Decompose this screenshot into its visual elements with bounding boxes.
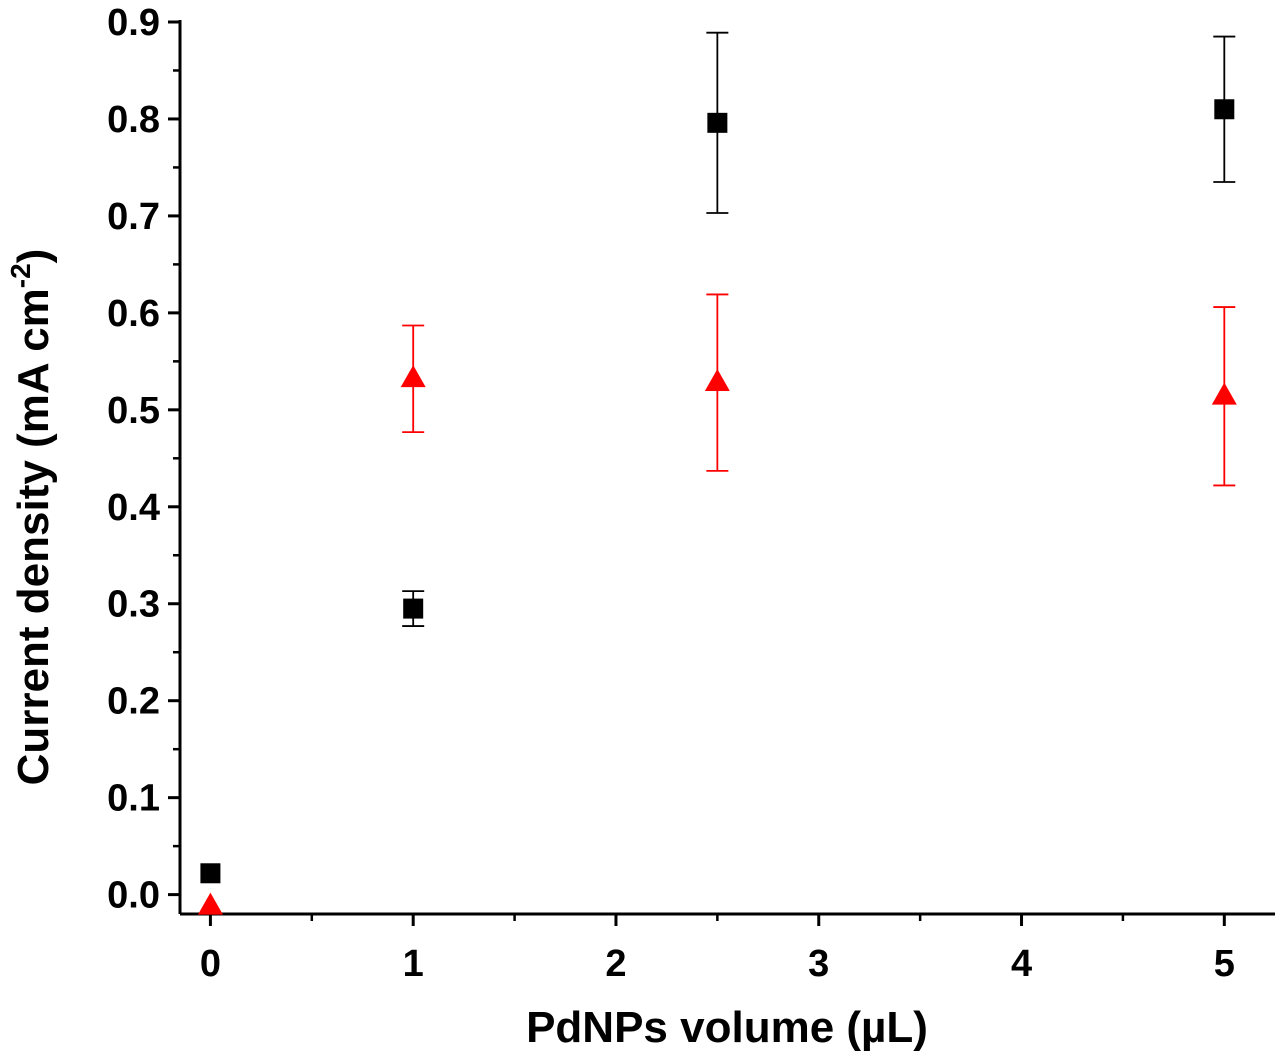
y-tick-label: 0.6 [107, 293, 160, 335]
error-bars [402, 31, 1236, 627]
y-tick-label: 0.3 [107, 584, 160, 626]
y-axis-title-superscript: -2 [5, 263, 36, 288]
y-tick-label: 0.1 [107, 778, 160, 820]
y-axis-title-close: ) [9, 249, 58, 264]
x-tick-label: 4 [1011, 943, 1032, 985]
x-tick-label: 5 [1214, 943, 1235, 985]
y-axis-title-main: Current density (mA cm [9, 288, 58, 785]
data-points [197, 99, 1237, 915]
y-tick-label: 0.2 [107, 681, 160, 723]
square-point [707, 112, 728, 133]
y-tick-label: 0.7 [107, 196, 160, 238]
y-tick-label: 0.4 [107, 487, 160, 529]
y-tick-label: 0.5 [107, 390, 160, 432]
x-axis-title: PdNPs volume (µL) [526, 1003, 928, 1052]
ticks: 0.0 0.1 0.2 0.3 0.4 0.5 0.6 0.7 0.8 0.9 0 1 2 3 4 5 [107, 2, 1235, 985]
square-point [403, 598, 424, 619]
triangle-point [704, 369, 730, 392]
y-tick-label: 0.0 [107, 875, 160, 917]
x-tick-label: 3 [808, 943, 829, 985]
axes [178, 20, 1275, 916]
square-point [200, 863, 221, 884]
triangle-point [1211, 382, 1237, 405]
y-axis-title: Current density (mA cm-2) [5, 249, 58, 786]
square-point [1214, 99, 1235, 120]
triangle-point [197, 892, 223, 915]
y-tick-label: 0.9 [107, 2, 160, 44]
x-tick-label: 1 [403, 943, 424, 985]
triangle-point [400, 365, 426, 388]
x-tick-label: 0 [200, 943, 221, 985]
x-tick-label: 2 [605, 943, 626, 985]
y-tick-label: 0.8 [107, 99, 160, 141]
